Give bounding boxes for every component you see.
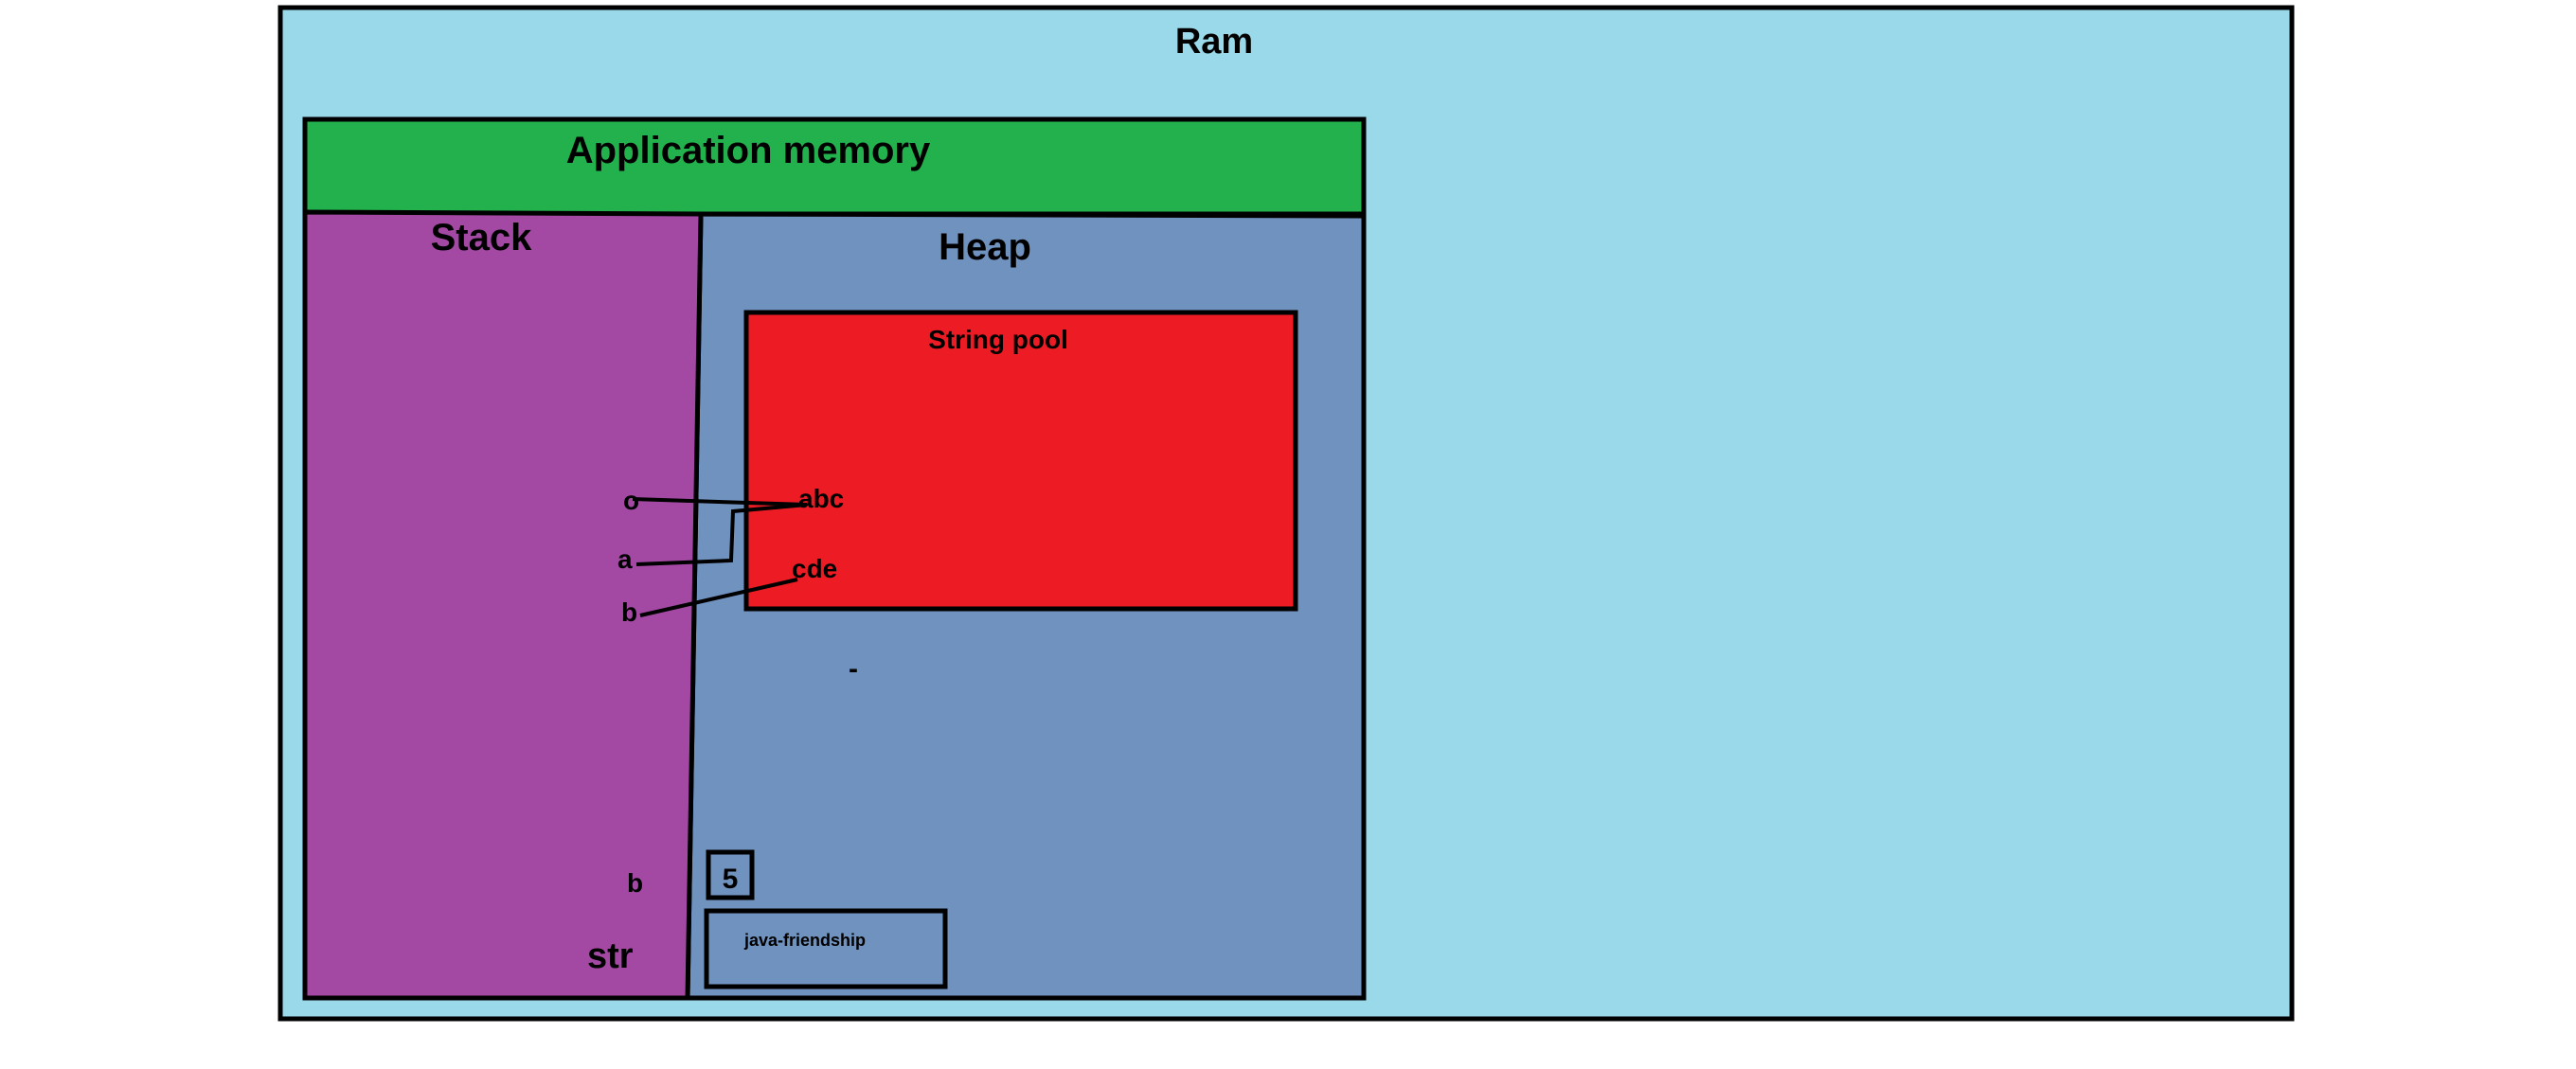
heap-label: Heap (939, 226, 1031, 268)
stack-var-a: a (617, 544, 633, 574)
object-value-box (704, 908, 948, 989)
string-pool-box (743, 310, 1298, 612)
reference-line-b-cde (639, 578, 798, 617)
application-memory-label: Application memory (566, 130, 931, 171)
object-value: java-friendship (743, 931, 866, 950)
application-memory-box (302, 116, 1367, 217)
reference-line-a-abc (635, 503, 808, 566)
string-pool-label: String pool (928, 325, 1068, 354)
stack-var-str: str (587, 936, 634, 976)
stack-var-o: o (623, 486, 639, 515)
heap-dash: - (849, 653, 858, 685)
int-value-box (706, 849, 755, 900)
reference-line-o-abc (632, 497, 808, 507)
stack-var-b-prim: b (627, 868, 643, 898)
stack-label: Stack (431, 217, 532, 258)
stack-region (302, 209, 704, 1001)
string-cde: cde (792, 554, 837, 583)
int-value: 5 (723, 864, 739, 895)
stack-var-b-ref: b (621, 597, 637, 627)
string-abc: abc (798, 484, 844, 513)
ram-label: Ram (1175, 22, 1253, 62)
